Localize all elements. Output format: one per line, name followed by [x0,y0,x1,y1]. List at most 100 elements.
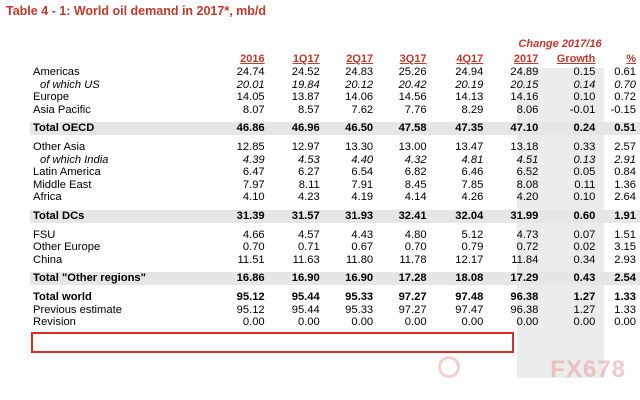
cell-value: 20.15 [510,78,539,91]
row-label: Africa [33,191,62,204]
table-row: China 11.51 11.63 11.80 11.78 12.17 11.84 0.34 2… [30,254,640,267]
cell-value: 0.72 [516,241,539,254]
row-label: Other Asia [33,140,86,153]
cell-value: 2.91 [614,153,636,166]
watermark-icon [438,356,460,378]
cell-value: 0.79 [461,241,484,254]
cell-value: 1.33 [614,290,636,303]
cell-value: 46.50 [323,122,378,135]
cell-value: 8.06 [516,103,539,116]
cell-value: 17.28 [377,272,431,285]
cell-value: 4.39 [242,153,265,166]
col-1q17: 1Q17 [292,52,320,65]
cell-value: 8.11 [298,178,320,191]
cell-value: 3.15 [614,241,636,254]
cell-value: 13.47 [455,140,484,153]
cell-value: 0.11 [574,178,596,191]
row-label: Europe [33,91,70,104]
cell-value: 20.42 [398,78,427,91]
cell-value: 46.96 [268,122,324,135]
cell-value: 12.97 [291,140,320,153]
table-row: Revision 0.00 0.00 0.00 0.00 0.00 0.00 0.00 0.00 [30,316,640,329]
cell-value: 24.52 [291,66,320,78]
cell-value: 6.52 [516,166,539,179]
cell-value: 4.43 [351,228,374,241]
cell-value: 7.91 [351,178,374,191]
cell-value: 0.02 [573,241,596,254]
cell-value: 95.12 [236,303,265,316]
col-4q17: 4Q17 [456,52,484,65]
cell-value: 8.29 [461,103,484,116]
cell-value: 11.80 [345,253,374,266]
cell-value: 17.29 [487,272,543,285]
cell-value: 7.76 [404,103,427,116]
cell-value: 16.90 [268,272,324,285]
row-label: FSU [33,228,56,241]
cell-value: 0.00 [516,316,539,329]
cell-value: 6.27 [297,166,320,179]
cell-value: 0.70 [242,241,265,254]
cell-value: 95.33 [345,290,374,303]
cell-value: 24.83 [345,66,374,78]
row-label: China [33,253,63,266]
cell-value: 18.08 [430,272,488,285]
oil-demand-table: 2016 1Q17 2Q17 3Q17 4Q17 2017 Growth % A… [30,52,640,329]
cell-value: 6.54 [351,166,374,179]
cell-value: 24.94 [455,66,484,78]
col-growth: Growth [556,52,596,65]
table-row: Previous estimate 95.12 95.44 95.33 97.27 97.… [30,304,640,317]
cell-value: 6.47 [242,166,265,179]
cell-value: 24.89 [510,66,539,78]
cell-value: 14.16 [510,91,539,104]
cell-value: 95.44 [291,290,320,303]
cell-value: 12.17 [455,253,484,266]
cell-value: 32.41 [377,209,431,223]
row-label: Total "Other regions" [30,272,207,285]
cell-value: 8.07 [242,103,265,116]
cell-value: 1.36 [614,178,636,191]
table-row: of which US 20.01 19.84 20.12 20.42 20.19 20.1… [30,79,640,92]
cell-value: 0.00 [351,316,374,329]
cell-value: 1.27 [573,303,596,316]
cell-value: 12.85 [236,140,265,153]
cell-value: 0.33 [573,140,596,153]
table-row: Other Asia 12.85 12.97 13.30 13.00 13.47 13.18… [30,141,640,154]
cell-value: 8.57 [297,103,320,116]
cell-value: 4.23 [297,191,320,204]
cell-value: 2.64 [614,191,636,204]
row-label: Asia Pacific [33,103,91,116]
cell-value: 97.27 [398,303,427,316]
col-2016: 2016 [240,52,265,65]
cell-value: 0.51 [599,122,640,135]
cell-value: 19.84 [291,78,320,91]
cell-value: 47.58 [377,122,431,135]
cell-value: 20.01 [236,78,265,91]
cell-value: 13.87 [291,91,320,104]
cell-value: 2.54 [599,272,640,285]
cell-value: 96.38 [510,303,539,316]
cell-value: 0.07 [573,228,596,241]
cell-value: -0.01 [569,103,596,116]
cell-value: 11.84 [511,253,539,266]
cell-value: 1.33 [614,303,636,316]
cell-value: 0.70 [404,241,427,254]
cell-value: 13.18 [510,140,539,153]
cell-value: 14.06 [345,91,374,104]
cell-value: -0.15 [610,103,637,116]
row-label: Middle East [33,178,92,191]
cell-value: 20.12 [345,78,374,91]
col-2017: 2017 [513,52,539,65]
table-title: Table 4 - 1: World oil demand in 2017*, … [6,4,267,18]
cell-value: 31.93 [323,209,378,223]
watermark: FX678 [550,356,626,383]
cell-value: 0.00 [404,316,427,329]
cell-value: 11.51 [237,253,265,266]
cell-value: 95.12 [236,290,265,303]
cell-value: 0.00 [573,316,596,329]
col-2q17: 2Q17 [346,52,374,65]
cell-value: 0.72 [614,91,636,104]
cell-value: 4.26 [461,191,484,204]
cell-value: 11.63 [292,253,320,266]
cell-value: 0.70 [614,78,636,91]
row-label: of which US [40,78,100,91]
